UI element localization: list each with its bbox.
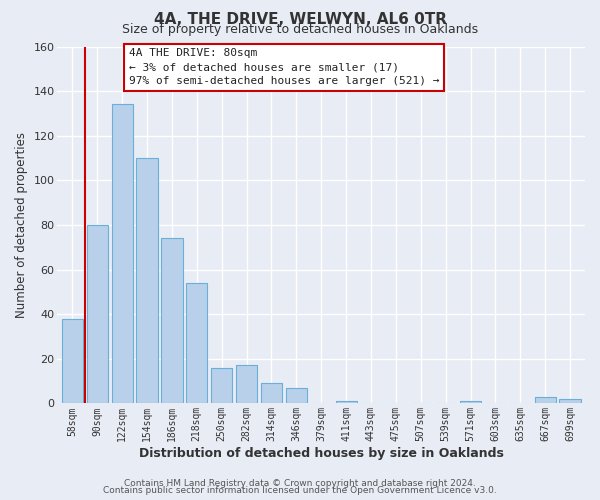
Bar bbox=[236, 366, 257, 404]
Bar bbox=[460, 401, 481, 404]
Y-axis label: Number of detached properties: Number of detached properties bbox=[15, 132, 28, 318]
Bar bbox=[559, 399, 581, 404]
X-axis label: Distribution of detached houses by size in Oaklands: Distribution of detached houses by size … bbox=[139, 447, 503, 460]
Bar bbox=[161, 238, 182, 404]
Bar bbox=[211, 368, 232, 404]
Bar bbox=[186, 283, 208, 404]
Bar bbox=[62, 318, 83, 404]
Text: Contains public sector information licensed under the Open Government Licence v3: Contains public sector information licen… bbox=[103, 486, 497, 495]
Text: 4A, THE DRIVE, WELWYN, AL6 0TR: 4A, THE DRIVE, WELWYN, AL6 0TR bbox=[154, 12, 446, 28]
Bar bbox=[286, 388, 307, 404]
Text: 4A THE DRIVE: 80sqm
← 3% of detached houses are smaller (17)
97% of semi-detache: 4A THE DRIVE: 80sqm ← 3% of detached hou… bbox=[128, 48, 439, 86]
Bar bbox=[86, 225, 108, 404]
Bar bbox=[136, 158, 158, 404]
Text: Size of property relative to detached houses in Oaklands: Size of property relative to detached ho… bbox=[122, 22, 478, 36]
Bar bbox=[535, 396, 556, 404]
Bar bbox=[261, 384, 282, 404]
Text: Contains HM Land Registry data © Crown copyright and database right 2024.: Contains HM Land Registry data © Crown c… bbox=[124, 478, 476, 488]
Bar bbox=[112, 104, 133, 404]
Bar bbox=[335, 401, 356, 404]
